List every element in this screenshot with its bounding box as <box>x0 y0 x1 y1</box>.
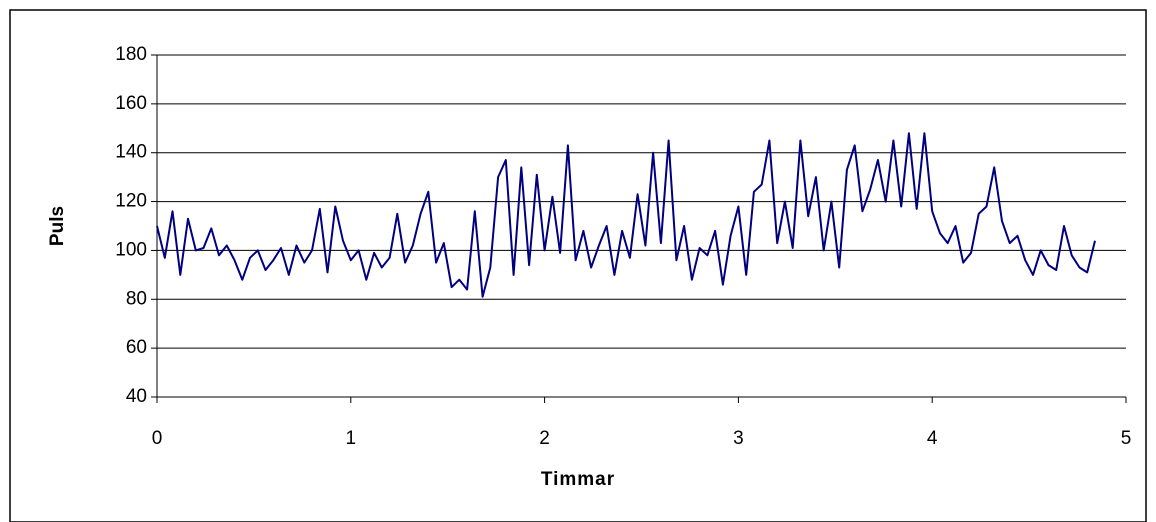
y-tick-label: 80 <box>126 288 147 309</box>
y-tick-label: 100 <box>115 239 147 260</box>
y-tick-label: 160 <box>115 93 147 114</box>
y-tick-label: 60 <box>126 337 147 358</box>
x-tick-label: 1 <box>346 428 357 449</box>
x-tick-label: 0 <box>152 428 163 449</box>
y-tick-label: 120 <box>115 191 147 212</box>
x-tick-label: 4 <box>927 428 938 449</box>
x-tick-label: 5 <box>1121 428 1132 449</box>
y-axis-label: Puls <box>47 206 68 246</box>
data-line <box>156 132 1096 298</box>
y-tick-label: 40 <box>126 386 147 407</box>
chart-frame <box>9 9 1147 522</box>
x-tick-label: 2 <box>539 428 550 449</box>
y-tick-label: 140 <box>115 142 147 163</box>
x-tick-label: 3 <box>733 428 744 449</box>
x-axis-label: Timmar <box>541 469 615 490</box>
y-tick-label: 180 <box>115 44 147 65</box>
